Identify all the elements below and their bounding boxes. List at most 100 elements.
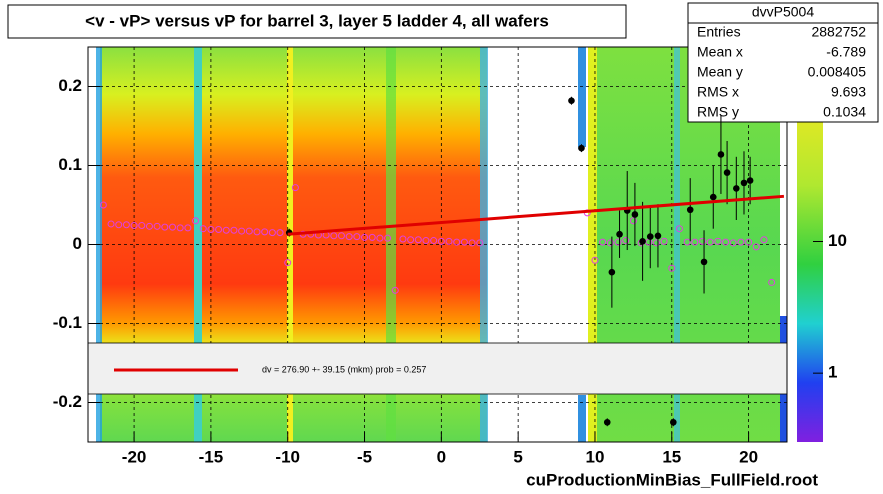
point xyxy=(729,239,737,247)
point xyxy=(153,222,161,230)
z-tick-label: 10 xyxy=(828,231,847,250)
y-tick-label: 0 xyxy=(73,234,82,253)
point xyxy=(603,418,611,426)
point xyxy=(683,238,691,246)
grid xyxy=(88,47,787,442)
point xyxy=(709,193,717,201)
stats-value: 2882752 xyxy=(811,24,866,40)
point xyxy=(115,221,123,229)
stats-label: Mean y xyxy=(697,64,743,80)
point xyxy=(399,235,407,243)
point xyxy=(670,418,677,426)
point xyxy=(430,237,438,245)
point xyxy=(675,225,683,233)
point xyxy=(407,236,415,244)
stats-label: RMS x xyxy=(697,84,739,100)
point xyxy=(99,201,107,209)
point xyxy=(578,144,585,152)
stats-label: RMS y xyxy=(697,104,739,120)
point xyxy=(414,236,422,244)
y-tick-label: -0.2 xyxy=(53,392,82,411)
point xyxy=(361,233,369,241)
point xyxy=(723,169,731,176)
point xyxy=(614,238,622,246)
point xyxy=(107,220,115,228)
point xyxy=(622,237,630,245)
point xyxy=(760,236,768,244)
point xyxy=(291,184,299,192)
point xyxy=(391,286,399,294)
point xyxy=(699,237,707,245)
point xyxy=(384,234,392,242)
point xyxy=(737,238,745,246)
point xyxy=(740,179,748,187)
x-tick-label: -15 xyxy=(199,447,224,466)
y-tick-label: -0.1 xyxy=(53,313,82,332)
point xyxy=(691,238,699,246)
y-tick-label: 0.1 xyxy=(58,155,82,174)
point xyxy=(261,228,269,236)
point xyxy=(476,239,484,247)
point xyxy=(222,226,230,234)
point xyxy=(660,237,668,245)
point xyxy=(733,185,740,192)
point xyxy=(608,268,616,276)
point xyxy=(714,237,722,245)
point xyxy=(122,221,130,229)
stats-value: 0.008405 xyxy=(808,64,867,80)
x-tick-label: -20 xyxy=(122,447,147,466)
x-tick-label: 0 xyxy=(437,447,446,466)
point xyxy=(253,228,261,236)
stats-label: Mean x xyxy=(697,44,743,60)
point xyxy=(161,223,169,231)
legend-text: dv = 276.90 +- 39.15 (mkm) prob = 0.257 xyxy=(262,364,426,374)
x-tick-label: -10 xyxy=(275,447,300,466)
point xyxy=(245,227,253,235)
point xyxy=(468,239,476,247)
point xyxy=(631,211,639,218)
point xyxy=(752,243,760,251)
point xyxy=(445,237,453,245)
x-tick-label: 20 xyxy=(739,447,758,466)
point xyxy=(238,227,246,235)
point xyxy=(599,238,607,246)
stats-box: dvvP5004 Entries 2882752 Mean x -6.789 Mean … xyxy=(687,2,879,123)
point xyxy=(591,256,599,264)
stats-value: 9.693 xyxy=(831,84,866,100)
point xyxy=(717,151,725,158)
stats-value: -6.789 xyxy=(826,44,866,60)
point xyxy=(606,239,614,247)
point xyxy=(629,217,637,225)
point xyxy=(345,233,353,241)
point xyxy=(668,264,676,272)
point xyxy=(138,222,146,230)
point xyxy=(337,232,345,240)
point xyxy=(368,233,376,241)
chart-title: <v - vP> versus vP for barrel 3, layer 5… xyxy=(85,11,549,30)
point xyxy=(652,239,660,247)
point xyxy=(768,278,776,286)
point xyxy=(276,229,284,237)
point xyxy=(230,226,238,234)
title-box xyxy=(7,4,627,39)
point xyxy=(746,177,754,184)
point xyxy=(199,225,207,233)
point xyxy=(706,238,714,246)
x-tick-label: 5 xyxy=(513,447,522,466)
point xyxy=(646,233,654,240)
point xyxy=(268,229,276,237)
x-tick-label: 10 xyxy=(586,447,605,466)
z-tick-label: 1 xyxy=(828,363,837,382)
point xyxy=(616,230,623,238)
point xyxy=(686,206,694,214)
point xyxy=(145,222,153,230)
point xyxy=(460,238,468,246)
stats-title: dvvP5004 xyxy=(752,4,814,20)
point xyxy=(700,258,708,266)
point xyxy=(176,224,184,232)
point xyxy=(422,237,430,245)
point xyxy=(353,233,361,241)
y-tick-label: 0.2 xyxy=(58,76,82,95)
point xyxy=(654,232,662,240)
